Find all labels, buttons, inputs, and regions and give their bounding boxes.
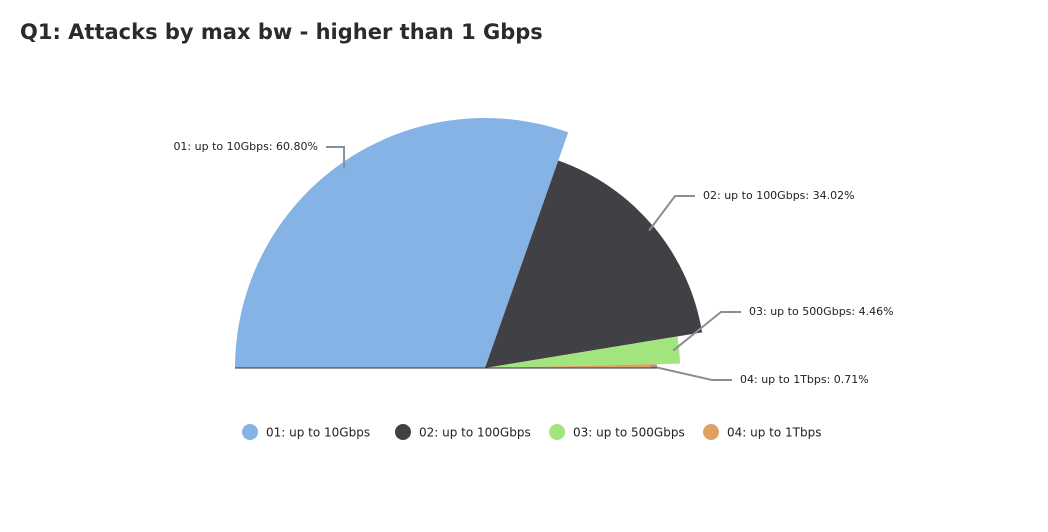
data-label: 03: up to 500Gbps: 4.46% bbox=[749, 305, 894, 318]
legend-marker bbox=[395, 424, 411, 440]
data-label: 02: up to 100Gbps: 34.02% bbox=[703, 189, 855, 202]
pie-slice bbox=[485, 336, 680, 368]
legend-label: 03: up to 500Gbps bbox=[573, 426, 685, 440]
legend-label: 02: up to 100Gbps bbox=[419, 426, 531, 440]
pie-slice bbox=[485, 364, 657, 368]
legend-marker bbox=[703, 424, 719, 440]
legend-label: 01: up to 10Gbps bbox=[266, 426, 370, 440]
leader-line bbox=[650, 365, 732, 381]
pie-slice bbox=[485, 160, 703, 368]
legend-marker bbox=[242, 424, 258, 440]
legend-label: 04: up to 1Tbps bbox=[727, 426, 821, 440]
leader-line bbox=[326, 146, 346, 169]
data-label: 01: up to 10Gbps: 60.80% bbox=[173, 140, 318, 153]
data-label: 04: up to 1Tbps: 0.71% bbox=[740, 373, 869, 386]
chart-title: Q1: Attacks by max bw - higher than 1 Gb… bbox=[20, 20, 543, 44]
legend-marker bbox=[549, 424, 565, 440]
leader-line bbox=[672, 311, 741, 352]
pie-slice bbox=[235, 118, 569, 369]
leader-line bbox=[648, 195, 695, 232]
